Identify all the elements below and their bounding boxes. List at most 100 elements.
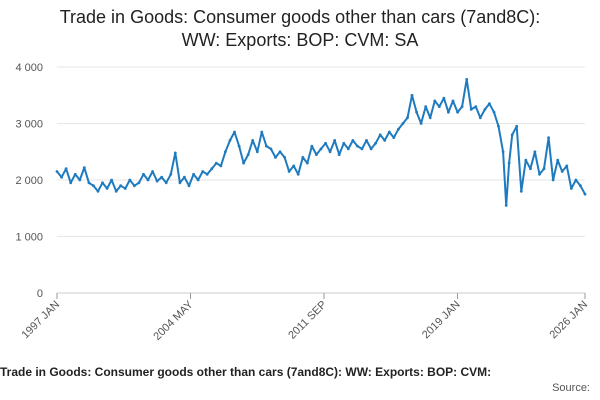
data-point [474, 105, 478, 108]
data-point [560, 170, 564, 173]
x-tick-label: 2019 JAN [420, 299, 463, 342]
data-point [365, 139, 368, 142]
data-point [501, 150, 505, 154]
data-point [110, 178, 113, 182]
data-point [447, 110, 450, 114]
data-point [305, 161, 309, 165]
data-point [224, 150, 227, 154]
data-point [119, 184, 123, 188]
data-point [337, 153, 341, 157]
data-point [228, 139, 232, 142]
data-point [164, 181, 168, 185]
data-point [146, 178, 150, 182]
data-point [351, 139, 355, 142]
y-tick-label: 2 000 [15, 175, 43, 187]
x-tick-label: 2011 SEP [286, 299, 329, 342]
data-point [451, 99, 455, 103]
data-point [242, 161, 246, 165]
data-point [269, 147, 273, 151]
data-point [492, 110, 496, 114]
data-point [214, 161, 218, 165]
data-point [333, 139, 337, 142]
data-point [507, 161, 511, 165]
data-point [155, 179, 159, 183]
data-point [201, 170, 205, 173]
y-tick-label: 4 000 [15, 62, 43, 74]
data-point [278, 150, 282, 154]
data-point [133, 184, 136, 188]
data-point [469, 108, 473, 111]
data-point [151, 170, 155, 173]
data-point [565, 164, 569, 168]
data-point [433, 99, 437, 103]
data-point [483, 108, 487, 111]
data-point [328, 150, 332, 154]
data-point [415, 110, 418, 114]
data-point [78, 178, 82, 182]
data-point [465, 78, 469, 81]
data-point [173, 151, 177, 155]
data-point [105, 187, 109, 190]
data-point [73, 172, 77, 176]
data-point [356, 144, 359, 148]
y-tick-label: 1 000 [15, 232, 43, 244]
data-point [210, 167, 214, 171]
data-point [292, 164, 296, 168]
data-point [178, 181, 182, 185]
data-point [237, 144, 241, 148]
data-point [460, 105, 464, 108]
data-point [183, 175, 186, 179]
data-point [301, 156, 305, 159]
data-point [524, 158, 528, 162]
data-point [96, 189, 100, 193]
data-point [583, 192, 587, 196]
data-point [428, 116, 432, 120]
data-point [442, 96, 446, 100]
data-point [87, 181, 91, 185]
data-point [542, 167, 546, 171]
data-point [287, 170, 291, 173]
x-tick-label: 2004 MAY [151, 298, 196, 343]
data-point [55, 170, 59, 173]
source-label: Source: [552, 382, 590, 394]
data-point [296, 172, 300, 176]
data-point [265, 144, 268, 148]
data-point [160, 175, 164, 179]
data-point [515, 124, 519, 128]
data-point [233, 130, 236, 134]
data-point [551, 178, 555, 182]
data-point [260, 130, 264, 134]
data-point [169, 172, 173, 176]
data-point [538, 172, 541, 176]
data-point [504, 204, 508, 207]
x-tick-label: 2026 JAN [547, 299, 590, 342]
data-point [410, 93, 414, 97]
data-point [397, 127, 400, 131]
data-point [510, 133, 514, 137]
data-point [369, 147, 373, 151]
data-point [82, 166, 86, 170]
data-point [569, 187, 573, 190]
y-axis-ticks: 0 1 000 2 000 3 000 4 000 [15, 62, 43, 300]
data-point [137, 181, 141, 185]
data-point [360, 147, 364, 151]
data-point [60, 175, 63, 179]
data-point [419, 122, 423, 125]
data-point [324, 141, 327, 145]
data-point [64, 167, 68, 171]
data-point [556, 158, 560, 162]
data-point [519, 189, 523, 193]
data-point [196, 178, 200, 182]
data-point [529, 167, 532, 171]
data-point [319, 147, 323, 151]
data-point [401, 122, 405, 125]
data-point [128, 178, 132, 182]
data-point [142, 172, 145, 176]
data-point [114, 189, 118, 193]
chart-title-line-1: Trade in Goods: Consumer goods other tha… [59, 7, 541, 27]
data-point [192, 172, 196, 176]
data-point [387, 130, 391, 134]
data-point [283, 156, 286, 159]
gridlines [57, 66, 585, 294]
